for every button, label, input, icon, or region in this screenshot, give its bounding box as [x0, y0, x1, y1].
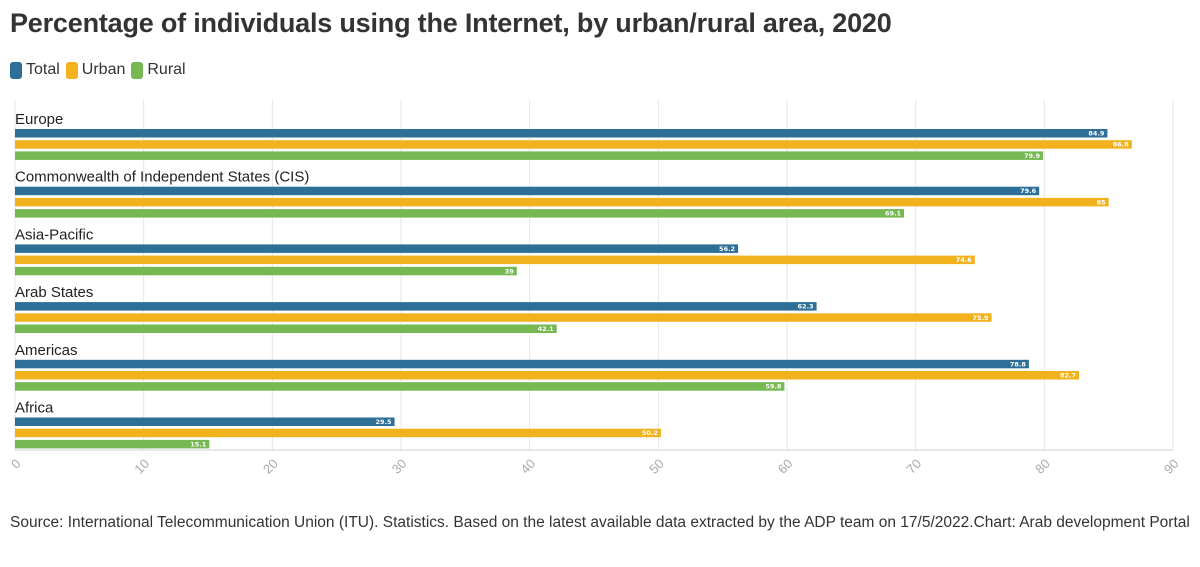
- bar-urban-0: [15, 140, 1132, 149]
- legend: Total Urban Rural: [10, 61, 186, 79]
- x-tick-label-50: 50: [646, 456, 667, 477]
- source-note: Source: International Telecommunication …: [10, 512, 1190, 533]
- data-label-urban-4: 82.7: [1060, 372, 1076, 380]
- data-label-urban-1: 85: [1097, 198, 1107, 206]
- category-label-americas: Americas: [15, 342, 78, 359]
- x-tick-label-60: 60: [775, 456, 796, 477]
- bar-rural-4: [15, 382, 785, 391]
- bar-rural-5: [15, 439, 210, 449]
- source-text: Source: International Telecommunication …: [10, 514, 974, 531]
- category-label-commonwealth-of-independent-states-cis: Commonwealth of Independent States (CIS): [15, 169, 309, 186]
- x-tick-label-0: 0: [8, 456, 24, 472]
- bar-rural-2: [15, 266, 517, 276]
- x-tick-label-10: 10: [131, 456, 152, 477]
- legend-item-total: Total: [10, 61, 60, 79]
- category-label-europe: Europe: [15, 111, 63, 128]
- data-label-total-0: 84.9: [1088, 130, 1105, 138]
- x-tick-label-20: 20: [260, 456, 281, 477]
- bar-urban-1: [15, 197, 1109, 207]
- bar-total-3: [15, 302, 817, 311]
- x-tick-label-80: 80: [1032, 456, 1053, 477]
- legend-label-rural: Rural: [147, 61, 186, 78]
- bar-urban-3: [15, 313, 992, 322]
- data-label-rural-5: 15.1: [190, 440, 207, 448]
- data-label-rural-3: 42.1: [538, 325, 555, 333]
- x-tick-label-30: 30: [389, 456, 410, 477]
- legend-swatch-urban: [65, 61, 78, 79]
- x-tick-label-90: 90: [1161, 456, 1182, 477]
- data-label-total-3: 62.3: [798, 303, 814, 311]
- legend-swatch-total: [10, 61, 22, 79]
- legend-label-total: Total: [26, 61, 60, 78]
- data-label-urban-0: 86.8: [1113, 141, 1130, 149]
- category-label-asia-pacific: Asia-Pacific: [15, 226, 94, 243]
- bar-chart: 0 10 20 30 40 50 60 70 80 90 Europe 84.9 86.8 79.9 Com…: [8, 100, 1182, 477]
- category-label-africa: Africa: [15, 400, 54, 417]
- bar-total-0: [15, 129, 1108, 138]
- legend-label-urban: Urban: [81, 61, 126, 78]
- data-label-total-4: 78.8: [1010, 360, 1027, 368]
- data-label-rural-0: 79.9: [1024, 152, 1041, 160]
- data-label-rural-1: 69.1: [885, 210, 902, 218]
- category-label-arab-states: Arab States: [15, 284, 93, 301]
- bar-total-1: [15, 186, 1040, 196]
- x-tick-label-40: 40: [517, 456, 538, 477]
- bar-urban-4: [15, 371, 1080, 380]
- bar-total-2: [15, 244, 739, 253]
- chart-title: Percentage of individuals using the Inte…: [10, 8, 892, 38]
- bar-rural-0: [15, 151, 1044, 160]
- bar-urban-2: [15, 255, 975, 265]
- bar-rural-1: [15, 209, 905, 218]
- legend-item-urban: Urban: [65, 61, 126, 79]
- data-label-urban-5: 50.2: [642, 429, 658, 437]
- bar-urban-5: [15, 428, 661, 438]
- data-label-rural-4: 59.8: [765, 383, 782, 391]
- legend-item-rural: Rural: [131, 61, 186, 79]
- bar-total-4: [15, 359, 1029, 369]
- legend-swatch-rural: [131, 61, 144, 79]
- data-label-total-2: 56.2: [719, 245, 735, 253]
- chart-credit: Chart: Arab development Portal: [973, 514, 1190, 531]
- data-label-urban-3: 75.9: [973, 314, 990, 322]
- bar-rural-3: [15, 324, 557, 333]
- data-label-urban-2: 74.6: [956, 256, 973, 264]
- bar-total-5: [15, 417, 395, 426]
- data-label-rural-2: 39: [505, 267, 515, 275]
- data-label-total-5: 29.5: [376, 418, 393, 426]
- data-label-total-1: 79.6: [1020, 187, 1037, 195]
- x-tick-label-70: 70: [903, 456, 924, 477]
